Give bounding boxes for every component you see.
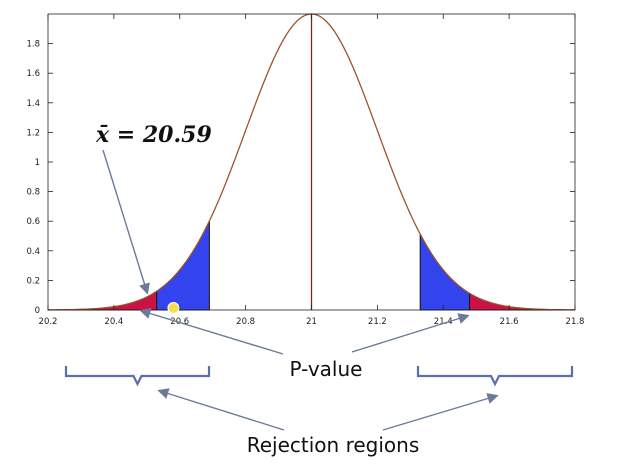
rejection-arrow-left	[157, 388, 285, 431]
x-tick-label: 20.8	[236, 317, 255, 327]
rejection-brace-right	[416, 366, 574, 387]
rejection-region-left	[47, 290, 158, 311]
rejection-region-right	[469, 292, 576, 311]
observed-mean-marker	[167, 302, 180, 314]
y-tick-label: 1.4	[26, 99, 40, 109]
x-tick-label: 21.4	[434, 317, 453, 327]
x-tick-label: 21.8	[566, 317, 585, 327]
x-tick-label: 20.4	[104, 317, 123, 327]
rejection-brace-left	[64, 366, 211, 387]
x-tick-label: 21.2	[368, 317, 387, 327]
y-tick-label: 1.6	[26, 69, 40, 79]
pvalue-arrow-left	[139, 308, 284, 355]
y-tick-label: 0	[35, 306, 40, 316]
y-tick-label: 0.4	[26, 247, 40, 257]
x-tick-label: 21	[306, 317, 317, 327]
y-tick-label: 0.8	[26, 188, 40, 198]
y-tick-label: 1.8	[26, 40, 40, 50]
rejection-regions-label: Rejection regions	[247, 433, 420, 457]
y-tick-label: 0.2	[26, 276, 40, 286]
y-tick-label: 1.2	[26, 128, 40, 138]
pvalue-arrow-right	[351, 313, 470, 353]
x-tick-label: 20.2	[39, 317, 58, 327]
observed-mean-label: x̄ = 20.59	[95, 122, 212, 148]
x-tick-label: 21.6	[500, 317, 519, 327]
y-tick-label: 1	[35, 158, 40, 168]
pvalue-label: P-value	[290, 357, 363, 381]
rejection-arrow-right	[382, 393, 499, 431]
xbar-arrow	[102, 149, 150, 295]
y-tick-label: 0.6	[26, 217, 40, 227]
